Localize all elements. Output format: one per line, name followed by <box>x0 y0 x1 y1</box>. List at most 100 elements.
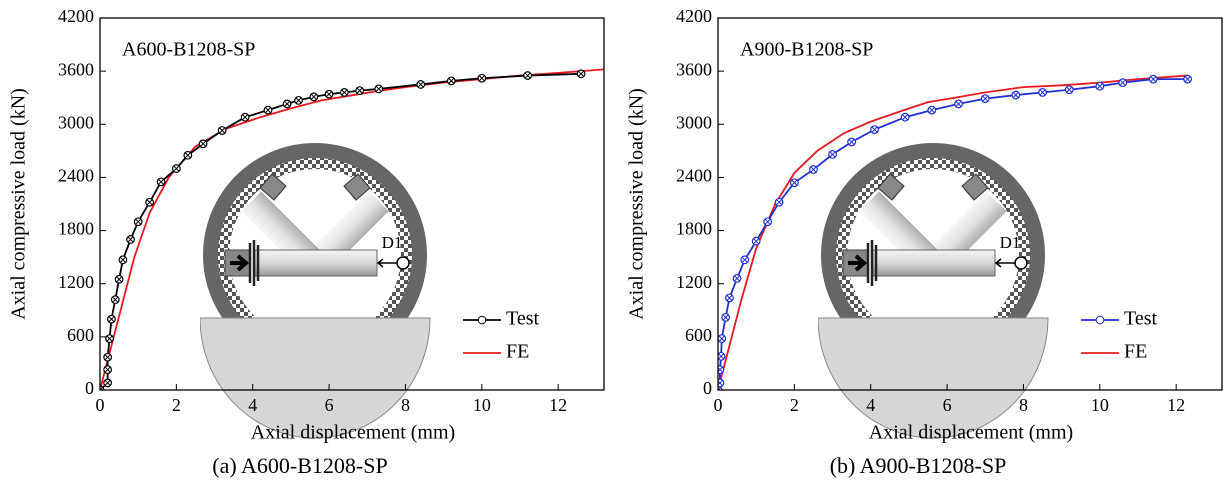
point-marker <box>954 99 963 109</box>
x-tick-label: 4 <box>866 395 875 415</box>
panel-caption: (a) A600-B1208-SP <box>212 453 387 478</box>
marker-circle <box>477 315 487 325</box>
point-marker <box>523 71 533 80</box>
point-marker <box>309 92 319 102</box>
marker-cross <box>104 379 111 386</box>
point-marker <box>183 150 193 160</box>
point-marker <box>118 255 128 265</box>
point-marker <box>1148 74 1158 84</box>
x-tick-label: 6 <box>943 395 952 415</box>
marker-cross <box>734 275 741 282</box>
legend-marker <box>477 315 487 325</box>
marker-cross <box>295 97 302 104</box>
point-marker <box>446 76 456 86</box>
point-marker <box>198 139 208 149</box>
point-marker <box>751 236 761 246</box>
marker-cross <box>478 75 485 82</box>
marker-cross <box>726 294 733 301</box>
point-marker <box>980 94 990 103</box>
marker-cross <box>417 81 424 88</box>
y-tick-label: 0 <box>703 378 712 398</box>
x-tick-label: 8 <box>1019 395 1028 415</box>
marker-cross <box>1012 92 1019 99</box>
marker-cross <box>718 335 725 342</box>
point-marker <box>282 99 292 109</box>
marker-cross <box>200 140 207 147</box>
marker-cross <box>310 93 317 100</box>
point-marker <box>900 112 910 122</box>
marker-cross <box>578 70 585 77</box>
point-marker <box>105 334 114 344</box>
x-tick-label: 6 <box>325 395 334 415</box>
point-marker <box>576 69 586 79</box>
marker-cross <box>776 199 783 206</box>
x-axis-label: Axial displacement (mm) <box>251 422 455 444</box>
point-marker <box>100 385 105 390</box>
marker-cross <box>127 236 134 243</box>
specimen-schematic <box>818 141 1050 440</box>
point-marker <box>718 351 726 361</box>
marker-cross <box>375 85 382 92</box>
x-tick-label: 10 <box>1091 395 1109 415</box>
x-tick-label: 4 <box>248 395 257 415</box>
marker-cross <box>1119 79 1126 86</box>
y-tick-label: 600 <box>685 325 712 345</box>
point-marker <box>774 197 784 207</box>
plot-frame <box>717 17 1223 391</box>
marker-cross <box>135 218 142 225</box>
y-tick-label: 600 <box>67 325 94 345</box>
marker-cross <box>448 77 455 84</box>
marker-cross <box>829 151 836 158</box>
point-marker <box>114 274 124 284</box>
series <box>100 69 586 390</box>
point-marker <box>740 255 750 265</box>
marker-cross <box>104 366 111 373</box>
marker-cross <box>341 89 348 96</box>
x-tick-label: 12 <box>1167 395 1185 415</box>
marker-cross <box>356 87 363 94</box>
marker-cross <box>326 91 333 98</box>
point-marker <box>718 378 725 388</box>
marker-cross <box>928 107 935 114</box>
point-marker <box>1118 78 1128 88</box>
y-tick-label: 1200 <box>676 272 712 292</box>
marker-cross <box>284 100 291 107</box>
point-marker <box>1011 90 1021 100</box>
marker-cross <box>1150 76 1157 83</box>
point-marker <box>294 95 303 105</box>
marker-cross <box>753 238 760 245</box>
y-axis-label: Axial compressive load (kN) <box>8 88 30 320</box>
marker-cross <box>524 72 531 79</box>
x-tick-label: 2 <box>790 395 799 415</box>
series-line <box>718 78 1188 390</box>
marker-cross <box>1184 76 1191 83</box>
specimen-schematic <box>200 141 432 440</box>
y-tick-label: 3000 <box>676 112 712 132</box>
marker-cross <box>741 256 748 263</box>
marker-cross <box>108 316 115 323</box>
point-marker <box>103 378 113 388</box>
y-tick-label: 1800 <box>676 219 712 239</box>
point-marker <box>374 84 384 94</box>
point-marker <box>103 365 113 375</box>
point-marker <box>1095 81 1105 91</box>
point-marker <box>847 137 857 147</box>
marker-circle <box>1095 315 1105 325</box>
inset-label: D1 <box>1000 233 1021 252</box>
series <box>718 74 1193 390</box>
y-tick-label: 0 <box>85 378 94 398</box>
series <box>718 74 1188 390</box>
y-tick-label: 1800 <box>58 219 94 239</box>
point-marker <box>789 178 799 188</box>
y-tick-label: 3000 <box>58 112 94 132</box>
marker-cross <box>106 335 113 342</box>
marker-cross <box>158 178 165 185</box>
series-line <box>718 74 1188 390</box>
point-marker <box>103 352 113 362</box>
x-tick-label: 10 <box>473 395 491 415</box>
inset-label: D1 <box>382 233 403 252</box>
marker-cross <box>1096 83 1103 90</box>
point-marker <box>725 293 734 303</box>
point-marker <box>732 274 742 283</box>
x-tick-label: 2 <box>172 395 181 415</box>
